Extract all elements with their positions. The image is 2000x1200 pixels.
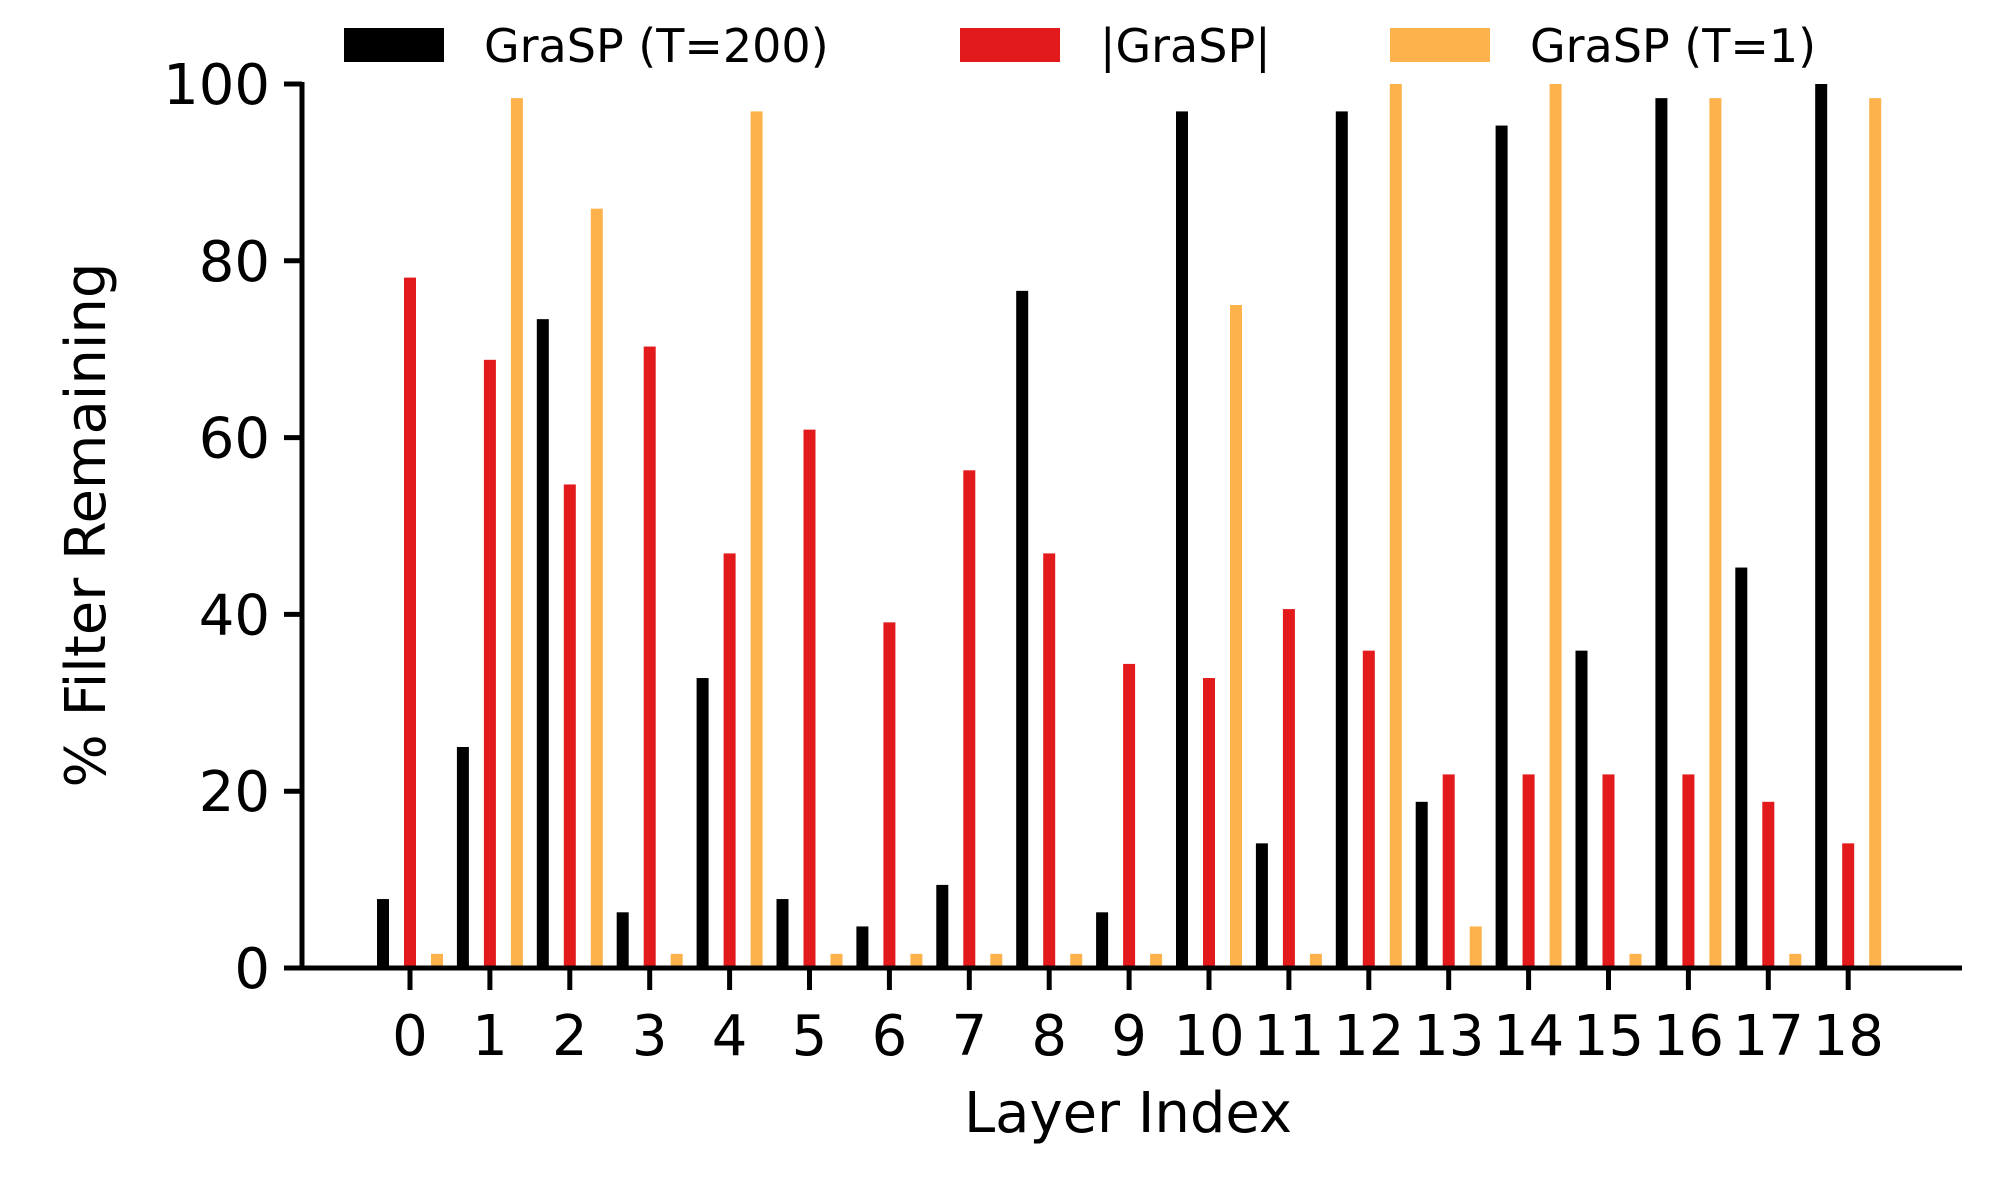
bar (616, 912, 629, 968)
bar (1442, 774, 1455, 968)
bar (1602, 774, 1615, 968)
bar (590, 208, 603, 969)
bar (1575, 650, 1588, 968)
bar (1282, 609, 1295, 968)
y-tick-label: 80 (199, 230, 270, 295)
bar (1549, 84, 1562, 968)
bar (1362, 650, 1375, 968)
bar (1016, 290, 1029, 969)
legend-swatch (344, 28, 444, 62)
bar (1522, 774, 1535, 968)
bar (1043, 553, 1056, 968)
bar (1070, 953, 1083, 968)
y-axis-title: % Filter Remaining (54, 263, 119, 788)
y-tick-label: 0 (234, 937, 270, 1002)
bar (883, 622, 896, 968)
bar (1762, 801, 1775, 968)
bar (1096, 912, 1109, 968)
x-tick-label: 0 (392, 1004, 428, 1069)
bar (670, 953, 683, 968)
bar (1629, 953, 1642, 968)
x-tick-label: 9 (1111, 1004, 1147, 1069)
x-tick-label: 17 (1733, 1004, 1804, 1069)
bar (856, 926, 869, 968)
x-tick-label: 10 (1173, 1004, 1244, 1069)
bar (456, 747, 469, 968)
bar (1815, 84, 1828, 968)
bar (1495, 125, 1508, 969)
bar (803, 429, 816, 968)
bar (723, 553, 736, 968)
x-tick-label: 11 (1253, 1004, 1324, 1069)
y-tick-label: 40 (199, 583, 270, 648)
bar (750, 111, 763, 969)
bar (936, 884, 949, 968)
bar (510, 98, 523, 969)
bar (1842, 843, 1855, 968)
bar (1655, 98, 1668, 969)
bar (377, 899, 389, 968)
bar (776, 899, 789, 968)
bar (1709, 98, 1722, 969)
bar (1335, 111, 1348, 969)
legend-swatch (1390, 28, 1490, 62)
x-tick-label: 6 (872, 1004, 908, 1069)
y-ticks: 0 20 40 60 80 100 (163, 53, 302, 1002)
bar (1176, 111, 1188, 969)
bar (1789, 953, 1802, 968)
bar (1389, 84, 1402, 968)
bar (696, 678, 709, 968)
bar (963, 470, 976, 968)
x-ticks: 0 1 2 3 4 5 6 7 8 9 10 11 12 13 14 15 16 17 18 (392, 968, 1884, 1069)
bar (1230, 305, 1242, 968)
x-tick-label: 3 (632, 1004, 668, 1069)
bar (990, 953, 1003, 968)
y-tick-label: 20 (199, 760, 270, 825)
bar (1682, 774, 1695, 968)
legend-label: GraSP (T=1) (1530, 19, 1816, 73)
x-tick-label: 13 (1413, 1004, 1484, 1069)
bar (404, 277, 416, 968)
bar (830, 953, 843, 968)
y-tick-label: 60 (199, 407, 270, 472)
legend-label: |GraSP| (1100, 19, 1271, 74)
bar (1203, 678, 1215, 968)
y-tick-label: 100 (163, 53, 270, 118)
x-tick-label: 4 (712, 1004, 748, 1069)
bar (431, 953, 443, 968)
bar (1150, 953, 1163, 968)
x-tick-label: 1 (472, 1004, 508, 1069)
bar (1255, 843, 1268, 968)
bar (483, 359, 496, 969)
x-tick-label: 5 (792, 1004, 828, 1069)
bar (1309, 953, 1322, 968)
x-tick-label: 12 (1333, 1004, 1404, 1069)
x-tick-label: 15 (1573, 1004, 1644, 1069)
x-tick-label: 7 (951, 1004, 987, 1069)
x-tick-label: 16 (1653, 1004, 1724, 1069)
bar (643, 346, 656, 969)
bar (1735, 567, 1748, 968)
legend-swatch (960, 28, 1060, 62)
x-axis-title: Layer Index (964, 1081, 1292, 1146)
legend-label: GraSP (T=200) (484, 19, 829, 73)
bar (1123, 663, 1136, 968)
bar (1415, 801, 1428, 968)
x-tick-label: 8 (1031, 1004, 1067, 1069)
x-tick-label: 2 (552, 1004, 588, 1069)
bars-group (377, 84, 1882, 969)
bar (1469, 926, 1482, 968)
bar (910, 953, 923, 968)
legend: GraSP (T=200) |GraSP| GraSP (T=1) (344, 19, 1816, 74)
bar (563, 484, 576, 968)
bar (1869, 98, 1882, 969)
x-tick-label: 18 (1813, 1004, 1884, 1069)
x-tick-label: 14 (1493, 1004, 1564, 1069)
bar (536, 319, 549, 968)
